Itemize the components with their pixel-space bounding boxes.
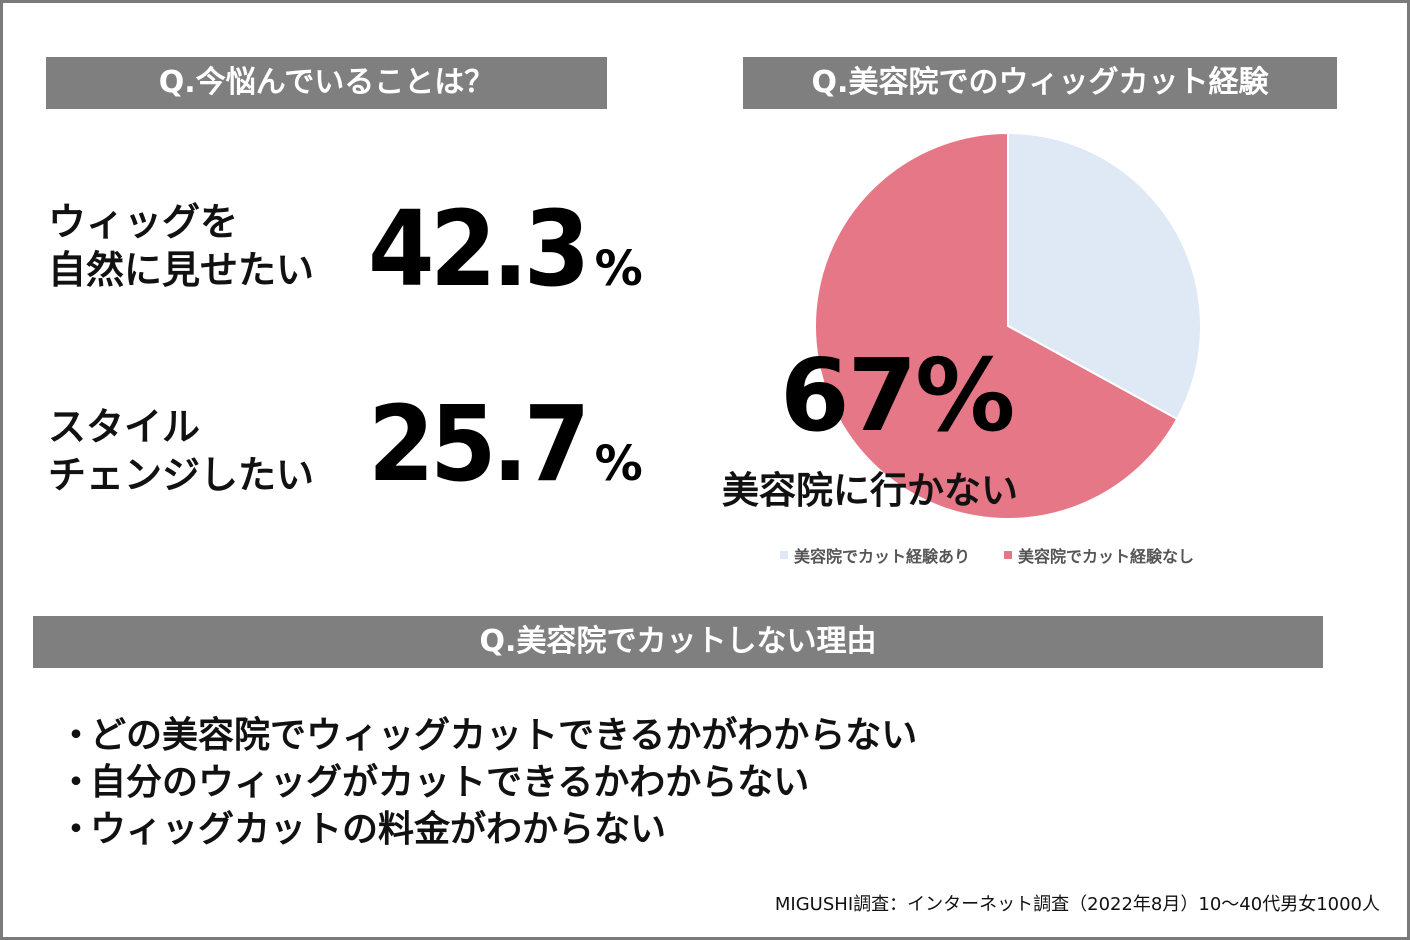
bullet: ・ (58, 715, 95, 756)
stat-label-style-change: スタイル チェンジしたい (48, 403, 314, 499)
stat-number: 42.3 (368, 188, 590, 310)
list-item: ・どの美容院でウィッグカットできるかがわからない (58, 712, 917, 759)
pie-slice-0 (1007, 131, 1202, 421)
stat-label-line: スタイル (48, 405, 201, 449)
reason-text: どの美容院でウィッグカットできるかがわからない (90, 715, 918, 756)
list-item: ・自分のウィッグがカットできるかわからない (58, 759, 917, 806)
bullet: ・ (58, 809, 95, 850)
stat-label-line: チェンジしたい (48, 453, 315, 497)
pie-slice-1 (814, 131, 1179, 520)
bottom-question-banner: Q.美容院でカットしない理由 (33, 616, 1323, 668)
legend-item-experienced: 美容院でカット経験あり (780, 543, 970, 567)
list-item: ・ウィッグカットの料金がわからない (58, 806, 917, 853)
bullet: ・ (58, 762, 95, 803)
stat-value-natural: 42.3% (368, 188, 643, 310)
pie-callout-value: 67% (780, 337, 1015, 454)
stat-label-line: ウィッグを (48, 200, 239, 244)
stat-label-natural: ウィッグを 自然に見せたい (48, 198, 314, 294)
reason-list: ・どの美容院でウィッグカットできるかがわからない ・自分のウィッグがカットできる… (58, 712, 917, 853)
stat-unit: % (594, 436, 643, 492)
legend-swatch (1004, 551, 1013, 559)
pie-callout-label: 美容院に行かない (722, 469, 1018, 512)
stat-unit: % (594, 241, 643, 297)
stat-number: 25.7 (368, 383, 590, 505)
stat-label-line: 自然に見せたい (48, 248, 315, 292)
legend-item-not-experienced: 美容院でカット経験なし (1004, 543, 1194, 567)
right-question-banner: Q.美容院でのウィッグカット経験 (743, 57, 1337, 109)
source-note: MIGUSHI調査：インターネット調査（2022年8月）10〜40代男女1000… (774, 894, 1380, 915)
legend-swatch (780, 551, 788, 559)
legend-label: 美容院でカット経験なし (1018, 547, 1195, 566)
pie-legend: 美容院でカット経験あり 美容院でカット経験なし (780, 543, 1194, 567)
legend-label: 美容院でカット経験あり (794, 547, 971, 566)
left-question-banner: Q.今悩んでいることは？ (46, 57, 607, 109)
reason-text: ウィッグカットの料金がわからない (90, 809, 667, 850)
stat-value-style-change: 25.7% (368, 383, 643, 505)
reason-text: 自分のウィッグがカットできるかわからない (90, 762, 810, 803)
